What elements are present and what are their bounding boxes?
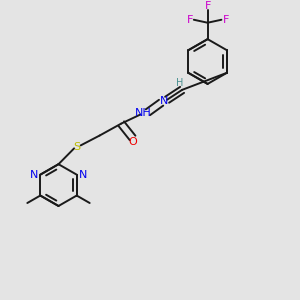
Text: F: F xyxy=(186,15,193,25)
Text: S: S xyxy=(74,142,81,152)
Text: N: N xyxy=(79,169,88,180)
Text: O: O xyxy=(128,137,137,147)
Text: F: F xyxy=(222,15,229,25)
Text: H: H xyxy=(176,78,183,88)
Text: N: N xyxy=(160,96,168,106)
Text: F: F xyxy=(204,1,211,11)
Text: NH: NH xyxy=(135,108,152,118)
Text: N: N xyxy=(29,169,38,180)
